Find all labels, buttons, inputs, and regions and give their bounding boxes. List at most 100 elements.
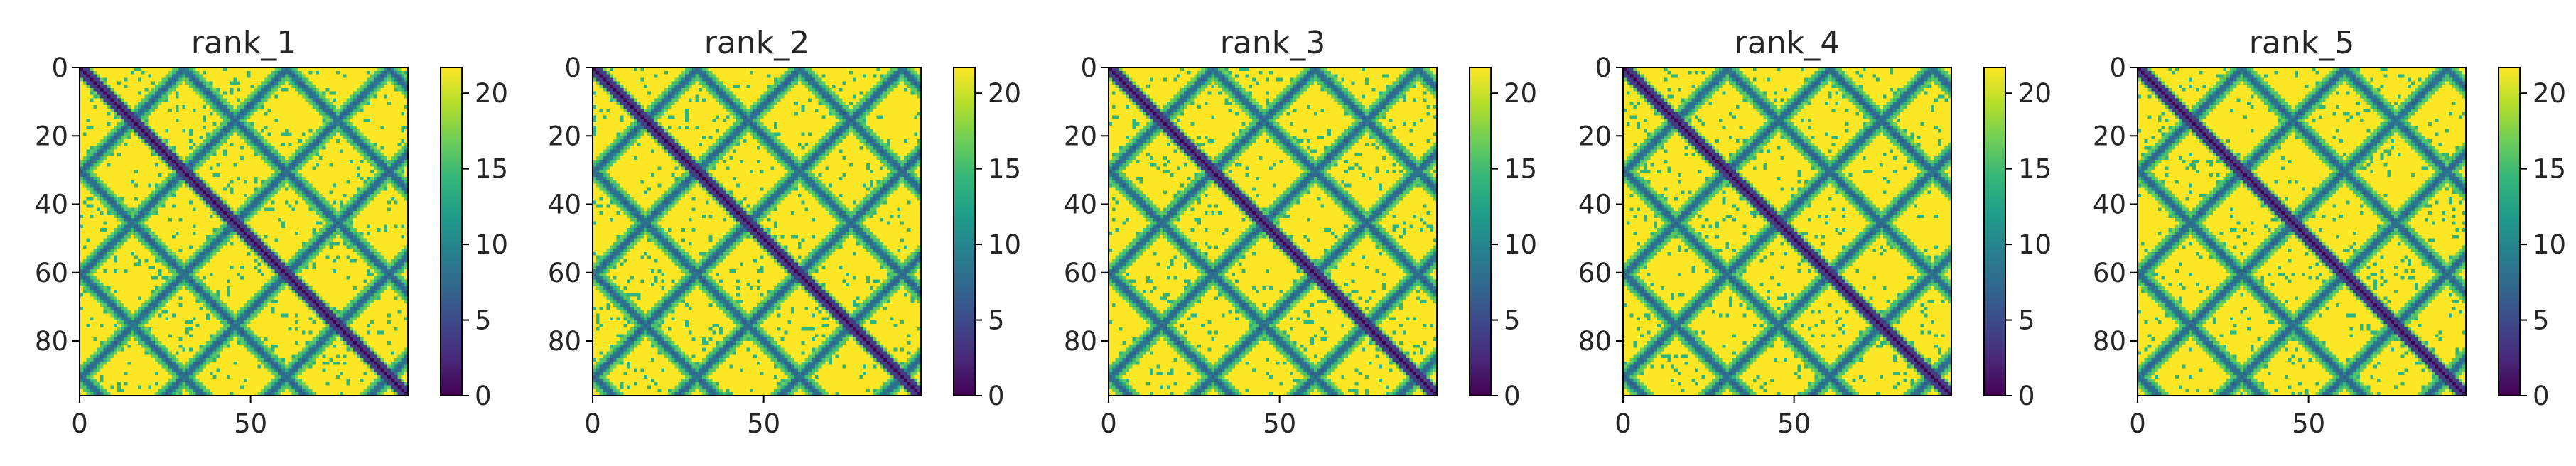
heatmap-cell <box>306 77 309 81</box>
heatmap-cell <box>90 85 93 88</box>
heatmap-cell <box>367 85 370 88</box>
heatmap-cell <box>326 85 330 88</box>
heatmap-cell <box>401 71 404 75</box>
heatmap-cell <box>138 71 141 75</box>
heatmap-cell <box>264 88 268 92</box>
heatmap-cell <box>312 81 316 85</box>
heatmap-cell <box>370 88 374 92</box>
heatmap-cell <box>100 77 104 81</box>
heatmap-cell <box>363 75 367 78</box>
heatmap-cell <box>340 77 343 81</box>
heatmap-cell <box>316 71 319 75</box>
heatmap-cell <box>172 85 176 88</box>
heatmap-cell <box>298 77 302 81</box>
heatmap-cell <box>168 75 172 78</box>
heatmap-cell <box>100 75 104 78</box>
heatmap-cell <box>97 77 100 81</box>
heatmap-cell <box>185 85 189 88</box>
heatmap-cell <box>343 71 347 75</box>
heatmap-cell <box>168 88 172 92</box>
heatmap-cell <box>289 75 292 78</box>
heatmap-cell <box>196 75 200 78</box>
heatmap-cell <box>179 71 183 75</box>
heatmap-cell <box>189 75 193 78</box>
heatmap-cell <box>110 88 114 92</box>
heatmap-cell <box>234 88 237 92</box>
heatmap-cell <box>261 85 264 88</box>
heatmap-cell <box>114 88 117 92</box>
heatmap-cell <box>83 77 87 81</box>
heatmap-cell <box>271 75 275 78</box>
heatmap-cell <box>158 81 162 85</box>
heatmap-cell <box>162 75 166 78</box>
heatmap-cell <box>127 88 131 92</box>
heatmap-cell <box>165 75 168 78</box>
heatmap-cell <box>247 88 251 92</box>
heatmap-cell <box>323 88 326 92</box>
heatmap-cell <box>110 77 114 81</box>
heatmap-cell <box>271 71 275 75</box>
heatmap-cell <box>264 77 268 81</box>
heatmap-cell <box>141 71 145 75</box>
heatmap-cell <box>83 71 87 75</box>
heatmap-cell <box>148 81 151 85</box>
heatmap-cell <box>97 85 100 88</box>
heatmap-cell <box>223 75 227 78</box>
heatmap-cell <box>162 88 166 92</box>
heatmap-cell <box>384 71 387 75</box>
heatmap-cell <box>350 75 353 78</box>
heatmap-cell <box>244 71 247 75</box>
heatmap-cell <box>127 85 131 88</box>
heatmap-cell <box>151 81 155 85</box>
heatmap-cell <box>193 85 196 88</box>
heatmap-cell <box>316 75 319 78</box>
heatmap-cell <box>158 88 162 92</box>
heatmap-cell <box>343 75 347 78</box>
heatmap-cell <box>387 81 391 85</box>
heatmap-cell <box>257 71 261 75</box>
heatmap-cell <box>206 81 210 85</box>
heatmap-cell <box>394 71 398 75</box>
heatmap-cell <box>291 88 295 92</box>
heatmap-cell <box>251 77 254 81</box>
heatmap-cell <box>340 71 343 75</box>
heatmap-cell <box>189 77 193 81</box>
heatmap-cell <box>217 71 220 75</box>
heatmap-cell <box>134 77 138 81</box>
heatmap-cell <box>162 71 166 75</box>
heatmap-cell <box>278 71 281 75</box>
heatmap-cell <box>326 88 330 92</box>
heatmap-cell <box>87 85 90 88</box>
heatmap-cell <box>165 88 168 92</box>
heatmap-cell <box>134 81 138 85</box>
heatmap-cell <box>323 75 326 78</box>
heatmap-cell <box>237 77 240 81</box>
heatmap-cell <box>329 85 333 88</box>
heatmap-cell <box>240 75 244 78</box>
heatmap-cell <box>87 77 90 81</box>
heatmap-cell <box>363 85 367 88</box>
heatmap-cell <box>151 77 155 81</box>
heatmap-cell <box>117 81 121 85</box>
heatmap-cell <box>247 77 251 81</box>
heatmap-cell <box>107 85 111 88</box>
heatmap-cell <box>289 88 292 92</box>
heatmap-cell <box>381 85 384 88</box>
heatmap-cell <box>189 71 193 75</box>
heatmap-cell <box>367 77 370 81</box>
heatmap-cell <box>240 85 244 88</box>
heatmap-cell <box>264 81 268 85</box>
heatmap-cell <box>257 88 261 92</box>
heatmap-cell <box>203 75 206 78</box>
heatmap-cell <box>127 75 131 78</box>
heatmap-cell <box>138 85 141 88</box>
heatmap-cell <box>234 71 237 75</box>
heatmap-cell <box>227 71 230 75</box>
heatmap-cell <box>131 85 134 88</box>
heatmap-cell <box>223 71 227 75</box>
heatmap-cell <box>298 75 302 78</box>
heatmap-cell <box>254 75 257 78</box>
heatmap-cell <box>210 77 213 81</box>
heatmap-cell <box>210 75 213 78</box>
heatmap-cell <box>302 81 306 85</box>
